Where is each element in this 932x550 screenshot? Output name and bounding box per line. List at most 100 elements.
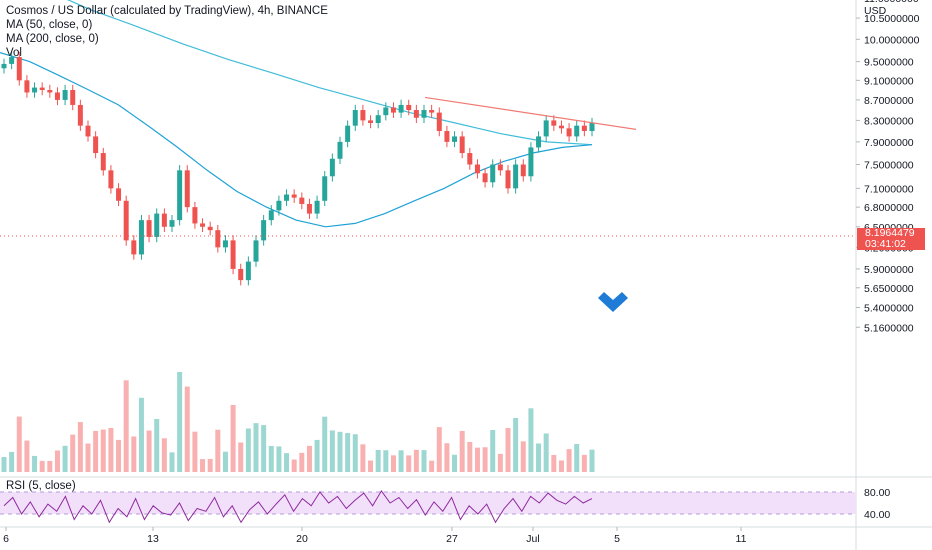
volume-bar: [70, 434, 76, 472]
volume-bar: [9, 451, 15, 472]
volume-bar: [253, 423, 259, 472]
candle-body: [329, 158, 335, 177]
volume-bar: [138, 397, 144, 472]
candle-body: [589, 123, 595, 132]
volume-bar: [306, 445, 312, 472]
volume-legend[interactable]: Vol: [6, 47, 22, 59]
volume-bar: [497, 453, 503, 472]
candle-body: [284, 194, 290, 201]
volume-bar: [444, 443, 450, 472]
candle-body: [345, 125, 351, 142]
volume-bar: [123, 380, 129, 472]
rsi-axis: 80.00 40.00: [864, 487, 890, 521]
rsi-band: [0, 492, 856, 514]
candle-body: [306, 203, 312, 214]
candle-body: [536, 136, 542, 148]
candle-body: [513, 164, 519, 189]
candle-body: [47, 90, 53, 93]
bar-countdown: 03:41:02: [865, 238, 906, 250]
candle-body: [54, 92, 60, 100]
candle-body: [482, 173, 488, 183]
volume-bar: [543, 433, 549, 472]
candle-body: [184, 170, 190, 208]
volume-bar: [398, 450, 404, 472]
candle-body: [528, 147, 534, 177]
volume-bar: [177, 372, 183, 472]
time-tick-label: 5: [614, 533, 620, 545]
volume-bar: [192, 431, 198, 472]
candle-body: [368, 120, 374, 124]
candle-body: [131, 240, 137, 255]
candle-body: [268, 210, 274, 221]
candle-body: [452, 136, 458, 142]
candle-body: [406, 104, 412, 111]
price-axis[interactable]: 12.500000011.500000011.000000010.5000000…: [856, 0, 920, 334]
volume-bar: [268, 446, 274, 472]
volume-bar: [93, 430, 99, 472]
currency-label[interactable]: USD: [864, 5, 887, 17]
time-tick-label: 6: [3, 533, 9, 545]
volume-bar: [345, 433, 351, 472]
volume-bar: [528, 408, 534, 472]
candle-body: [474, 164, 480, 174]
candle-body: [436, 112, 442, 132]
rsi-line: [3, 489, 593, 524]
volume-bar: [513, 418, 519, 472]
volume-bar: [146, 430, 152, 472]
volume-bar: [314, 439, 320, 472]
candle-body: [413, 110, 419, 118]
volume-bar: [24, 440, 30, 472]
volume-bar: [452, 454, 458, 472]
rsi-legend[interactable]: RSI (5, close): [6, 480, 76, 492]
candle-body: [207, 226, 213, 231]
volume-bar: [329, 430, 335, 472]
volume-bar: [169, 452, 175, 472]
time-axis[interactable]: 6 13 20 27 Jul 5 11: [3, 527, 747, 545]
price-tick-label: 9.1000000: [864, 75, 914, 87]
price-tick-label: 11.0000000: [864, 0, 919, 5]
volume-bar: [245, 428, 251, 472]
volume-bar: [413, 449, 419, 472]
volume-bar: [322, 416, 328, 472]
candle-body: [505, 170, 511, 189]
volume-bar: [390, 455, 396, 472]
candle-body: [100, 153, 106, 171]
candle-body: [497, 164, 503, 171]
volume-bar: [85, 443, 91, 472]
candle-body: [123, 200, 129, 241]
volume-bar: [222, 451, 228, 472]
volume-bar: [238, 442, 244, 472]
candle-body: [93, 136, 99, 154]
price-tick-label: 7.9000000: [864, 137, 914, 149]
candle-body: [352, 110, 358, 126]
volume-bar: [566, 449, 572, 472]
volume-bar: [352, 434, 358, 472]
candle-body: [222, 240, 228, 248]
symbol-title[interactable]: Cosmos / US Dollar (calculated by Tradin…: [6, 5, 328, 17]
candle-body: [261, 220, 267, 241]
down-arrow-icon[interactable]: [598, 292, 628, 312]
rsi-tick-label: 80.00: [864, 487, 890, 499]
candle-body: [154, 213, 160, 237]
candle-body: [551, 120, 557, 126]
candle-body: [520, 164, 526, 177]
price-tick-label: 5.4000000: [864, 302, 914, 314]
volume-bar: [383, 450, 389, 472]
ma200-legend[interactable]: MA (200, close, 0): [6, 33, 99, 45]
candle-body: [1, 63, 7, 69]
volume-bar: [230, 404, 236, 472]
time-tick-label: 13: [147, 533, 159, 545]
price-tick-label: 7.1000000: [864, 183, 914, 195]
price-tick-label: 8.3000000: [864, 115, 914, 127]
candle-body: [398, 104, 404, 113]
trendline[interactable]: [424, 96, 637, 130]
candle-body: [192, 207, 198, 224]
volume-bar: [100, 429, 106, 472]
candle-body: [459, 136, 465, 154]
volume-bar: [108, 427, 114, 472]
ma50-legend[interactable]: MA (50, close, 0): [6, 19, 93, 31]
price-tick-label: 5.9000000: [864, 264, 914, 276]
last-price-tag: 8.1964479 03:41:02: [857, 228, 925, 250]
price-tick-label: 5.6500000: [864, 283, 914, 295]
